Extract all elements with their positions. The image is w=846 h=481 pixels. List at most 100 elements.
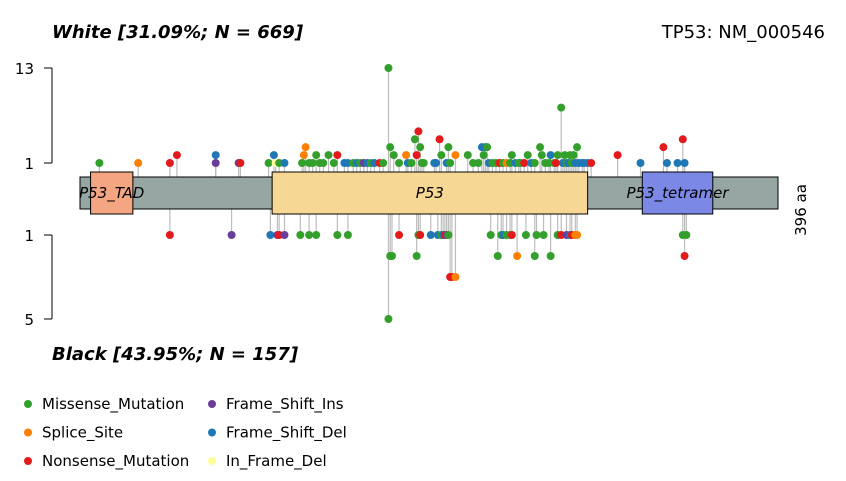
top-mutation-point <box>678 135 687 144</box>
top-mutation-point <box>636 159 645 167</box>
bottom-mutation-point <box>507 231 516 239</box>
bottom-mutation-point <box>343 231 352 239</box>
top-mutation-point <box>444 143 453 152</box>
top-mutation-point <box>673 159 682 167</box>
top-mutation-point <box>386 143 395 152</box>
domain-label-P53: P53 <box>416 184 444 202</box>
top-mutation-point <box>165 159 174 167</box>
legend-label: Nonsense_Mutation <box>42 452 189 471</box>
top-mutation-point <box>523 151 532 160</box>
top-mutation-point <box>613 151 622 160</box>
bottom-mutation-point <box>493 252 502 260</box>
legend-label: Frame_Shift_Del <box>226 424 347 443</box>
legend-swatch <box>24 457 32 465</box>
bottom-mutation-point <box>521 231 530 239</box>
top-mutation-point <box>280 159 289 167</box>
bottom-mutation-point <box>532 231 541 239</box>
top-mutation-point <box>308 159 317 167</box>
bottom-mutation-point <box>312 231 321 239</box>
top-axis-max-tick: 13 <box>15 60 34 78</box>
top-mutation-point <box>536 143 545 152</box>
top-mutation-point <box>264 159 273 167</box>
top-mutation-point <box>463 151 472 160</box>
top-mutation-point <box>395 159 404 167</box>
top-mutation-point <box>379 159 388 167</box>
top-mutation-point <box>432 159 441 167</box>
top-mutation-point <box>333 151 342 160</box>
bottom-mutation-point <box>384 315 393 323</box>
lollipop-heads <box>95 64 691 323</box>
bottom-mutation-point <box>546 252 555 260</box>
domain-P53_tetramer <box>641 171 714 215</box>
bottom-axis-min-tick: 1 <box>24 227 34 245</box>
bottom-axis-max-tick: 5 <box>24 311 34 329</box>
top-mutation-point <box>507 151 516 160</box>
bottom-mutation-point <box>305 231 314 239</box>
domain-P53 <box>271 171 589 215</box>
legend: Missense_Mutation Splice_Site Nonsense_Mut… <box>24 395 347 471</box>
top-mutation-point <box>324 151 333 160</box>
top-mutation-point <box>530 159 539 167</box>
top-mutation-point <box>414 127 423 136</box>
chart-title-bottom: Black [43.95%; N = 157] <box>52 344 299 365</box>
bottom-mutation-point <box>165 231 174 239</box>
top-mutation-point <box>410 135 419 144</box>
top-mutation-point <box>319 159 328 167</box>
bottom-mutation-point <box>333 231 342 239</box>
top-mutation-point <box>483 143 492 152</box>
top-mutation-point <box>407 159 416 167</box>
bottom-mutation-point <box>682 231 691 239</box>
top-mutation-point <box>389 151 398 160</box>
top-mutation-point <box>435 135 444 144</box>
bottom-mutation-point <box>451 273 460 281</box>
bottom-mutation-point <box>387 252 396 260</box>
top-mutation-point <box>419 159 428 167</box>
bottom-y-axis: 1 5 <box>24 227 53 329</box>
bottom-mutation-point <box>539 231 548 239</box>
top-mutation-point <box>412 151 421 160</box>
bottom-mutation-point <box>395 231 404 239</box>
top-mutation-point <box>236 159 245 167</box>
top-mutation-point <box>211 151 220 160</box>
bottom-mutation-point <box>296 231 305 239</box>
top-mutation-point <box>479 151 488 160</box>
top-mutation-point <box>587 159 596 167</box>
top-mutation-point <box>546 151 555 160</box>
top-mutation-point <box>551 159 560 167</box>
gene-label: TP53: NM_000546 <box>661 22 825 43</box>
top-mutation-point <box>662 159 671 167</box>
top-mutation-point <box>680 159 689 167</box>
bottom-mutation-point <box>426 231 435 239</box>
top-mutation-point <box>451 151 460 160</box>
top-mutation-point <box>95 159 104 167</box>
bottom-mutation-point <box>280 231 289 239</box>
top-mutation-point <box>569 151 578 160</box>
top-mutation-point <box>299 151 308 160</box>
top-mutation-point <box>474 159 483 167</box>
domain-label-P53_TAD: P53_TAD <box>79 184 144 203</box>
bottom-mutation-point <box>412 252 421 260</box>
top-y-axis: 13 1 <box>15 60 53 173</box>
domain-label-P53_tetramer: P53_tetramer <box>627 184 730 203</box>
legend-label: Missense_Mutation <box>42 395 184 414</box>
legend-label: Frame_Shift_Ins <box>226 395 344 414</box>
legend-swatch <box>208 400 216 408</box>
top-mutation-point <box>402 151 411 160</box>
top-mutation-point <box>416 143 425 152</box>
bottom-mutation-point <box>227 231 236 239</box>
bottom-mutation-point <box>444 231 453 239</box>
legend-swatch <box>208 428 216 437</box>
top-mutation-point <box>573 143 582 152</box>
bottom-mutation-point <box>486 231 495 239</box>
top-mutation-point <box>298 159 307 167</box>
top-mutation-point <box>446 159 455 167</box>
bottom-mutation-point <box>416 231 425 239</box>
top-axis-min-tick: 1 <box>24 155 34 173</box>
top-mutation-point <box>437 151 446 160</box>
protein-track: P53_TAD P53 P53_tetramer <box>79 171 779 215</box>
top-mutation-point <box>520 159 529 167</box>
top-mutation-point <box>553 151 562 160</box>
top-mutation-point <box>301 143 310 152</box>
chart-title-top: White [31.09%; N = 669] <box>52 22 304 43</box>
